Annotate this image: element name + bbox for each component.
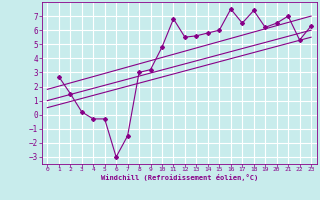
X-axis label: Windchill (Refroidissement éolien,°C): Windchill (Refroidissement éolien,°C) (100, 174, 258, 181)
